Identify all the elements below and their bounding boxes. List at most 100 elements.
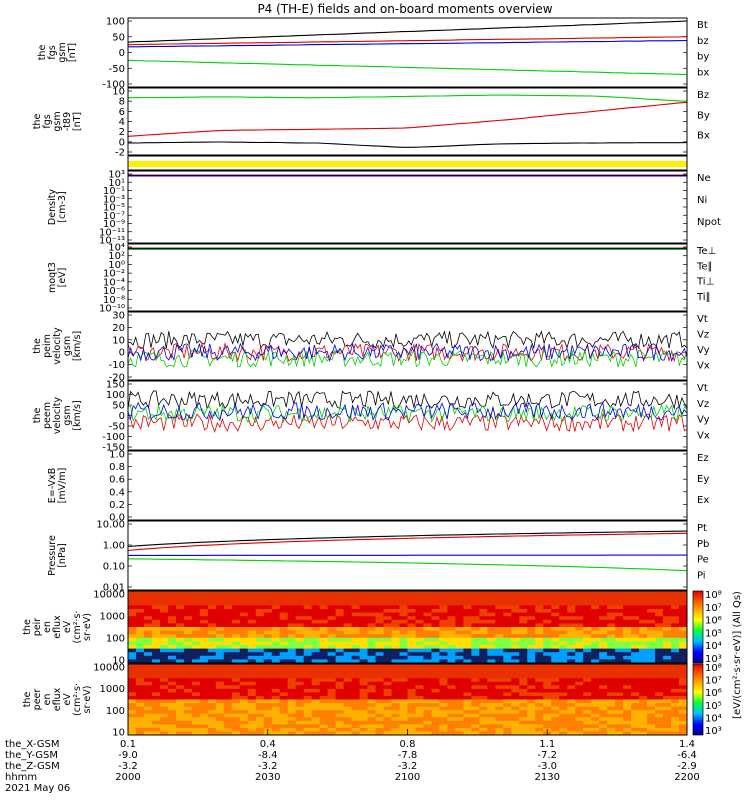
spectrogram-cell bbox=[487, 641, 496, 646]
spectrogram-cell bbox=[191, 703, 201, 708]
spectrogram-cell bbox=[335, 598, 345, 603]
spectrogram-cell bbox=[247, 655, 257, 660]
spectrogram-cell bbox=[679, 623, 688, 628]
spectrogram-cell bbox=[663, 619, 672, 624]
spectrogram-cell bbox=[623, 623, 632, 628]
spectrogram-cell bbox=[191, 623, 201, 628]
spectrogram-cell bbox=[503, 652, 512, 657]
spectrogram-cell bbox=[151, 591, 161, 596]
spectrogram-cell bbox=[231, 717, 241, 722]
spectrogram-cell bbox=[223, 685, 233, 690]
spectrogram-cell bbox=[255, 594, 265, 599]
spectrogram-cell bbox=[335, 645, 345, 650]
spectrogram-cell bbox=[631, 637, 640, 642]
spectrogram-cell bbox=[591, 634, 600, 639]
spectrogram-cell bbox=[527, 678, 536, 683]
spectrogram-cell bbox=[439, 612, 448, 617]
spectrogram-cell bbox=[383, 710, 393, 715]
spectrogram-cell bbox=[471, 630, 480, 635]
spectrogram-cell bbox=[279, 699, 289, 704]
spectrogram-cell bbox=[143, 688, 153, 693]
spectrogram-cell bbox=[359, 695, 369, 700]
spectrogram-cell bbox=[679, 731, 688, 736]
spectrogram-cell bbox=[335, 630, 345, 635]
spectrogram-cell bbox=[247, 695, 257, 700]
spectrogram-cell bbox=[503, 727, 512, 732]
spectrogram-cell bbox=[455, 637, 464, 642]
spectrogram-cell bbox=[599, 727, 608, 732]
spectrogram-cell bbox=[135, 667, 145, 672]
spectrogram-cell bbox=[479, 667, 488, 672]
spectrogram-cell bbox=[367, 634, 377, 639]
spectrogram-cell bbox=[591, 671, 600, 676]
spectrogram-cell bbox=[535, 710, 544, 715]
spectrogram-cell bbox=[375, 710, 385, 715]
spectrogram-cell bbox=[543, 598, 552, 603]
spectrogram-cell bbox=[207, 681, 217, 686]
spectrogram-cell bbox=[471, 671, 480, 676]
spectrogram-cell bbox=[479, 720, 488, 725]
spectrogram-cell bbox=[319, 623, 329, 628]
spectrogram-cell bbox=[167, 692, 177, 697]
spectrogram-cell bbox=[263, 601, 273, 606]
spectrogram-cell bbox=[559, 681, 568, 686]
spectrogram-cell bbox=[183, 598, 193, 603]
spectrogram-cell bbox=[415, 703, 424, 708]
spectrogram-cell bbox=[175, 652, 185, 657]
spectrogram-cell bbox=[191, 645, 201, 650]
spectrogram-cell bbox=[455, 659, 464, 664]
spectrogram-cell bbox=[231, 685, 241, 690]
spectrogram-cell bbox=[175, 623, 185, 628]
y-tick-label: 10 bbox=[112, 728, 125, 739]
spectrogram-cell bbox=[423, 605, 432, 610]
spectrogram-cell bbox=[431, 731, 440, 736]
spectrogram-cell bbox=[271, 727, 281, 732]
spectrogram-cell bbox=[335, 706, 345, 711]
spectrogram-cell bbox=[303, 671, 313, 676]
series-label-By: By bbox=[697, 110, 710, 121]
spectrogram-cell bbox=[399, 598, 408, 603]
spectrogram-cell bbox=[199, 724, 209, 729]
spectrogram-cell bbox=[511, 727, 520, 732]
spectrogram-cell bbox=[559, 630, 568, 635]
spectrogram-cell bbox=[551, 659, 560, 664]
spectrogram-cell bbox=[231, 623, 241, 628]
spectrogram-cell bbox=[335, 695, 345, 700]
spectrogram-cell bbox=[447, 627, 456, 632]
spectrogram-cell bbox=[559, 655, 568, 660]
spectrogram-cell bbox=[391, 601, 401, 606]
spectrogram-cell bbox=[463, 688, 472, 693]
spectrogram-cell bbox=[639, 612, 648, 617]
spectrogram-cell bbox=[511, 706, 520, 711]
spectrogram-cell bbox=[615, 623, 624, 628]
spectrogram-cell bbox=[191, 594, 201, 599]
spectrogram-cell bbox=[343, 634, 353, 639]
spectrogram-cell bbox=[583, 623, 592, 628]
spectrogram-cell bbox=[431, 724, 440, 729]
series-label-Ez: Ez bbox=[697, 453, 709, 464]
spectrogram-cell bbox=[239, 594, 249, 599]
spectrogram-cell bbox=[183, 655, 193, 660]
y-axis-label-line: [eV] bbox=[57, 268, 68, 288]
series-label-bx: bx bbox=[697, 67, 709, 78]
spectrogram-cell bbox=[495, 695, 504, 700]
spectrogram-cell bbox=[239, 591, 249, 596]
spectrogram-cell bbox=[271, 713, 281, 718]
spectrogram-cell bbox=[607, 664, 616, 669]
spectrogram-cell bbox=[455, 699, 464, 704]
spectrogram-cell bbox=[247, 645, 257, 650]
spectrogram-cell bbox=[159, 619, 169, 624]
spectrogram-cell bbox=[655, 685, 664, 690]
spectrogram-cell bbox=[575, 619, 584, 624]
spectrogram-cell bbox=[559, 706, 568, 711]
spectrogram-cell bbox=[671, 627, 680, 632]
spectrogram-cell bbox=[391, 664, 401, 669]
panel-frame bbox=[127, 155, 688, 171]
spectrogram-cell bbox=[415, 713, 424, 718]
spectrogram-cell bbox=[343, 720, 353, 725]
spectrogram-cell bbox=[575, 601, 584, 606]
spectrogram-cell bbox=[495, 692, 504, 697]
spectrogram-cell bbox=[567, 671, 576, 676]
spectrogram-cell bbox=[287, 594, 297, 599]
spectrogram-cell bbox=[351, 659, 361, 664]
